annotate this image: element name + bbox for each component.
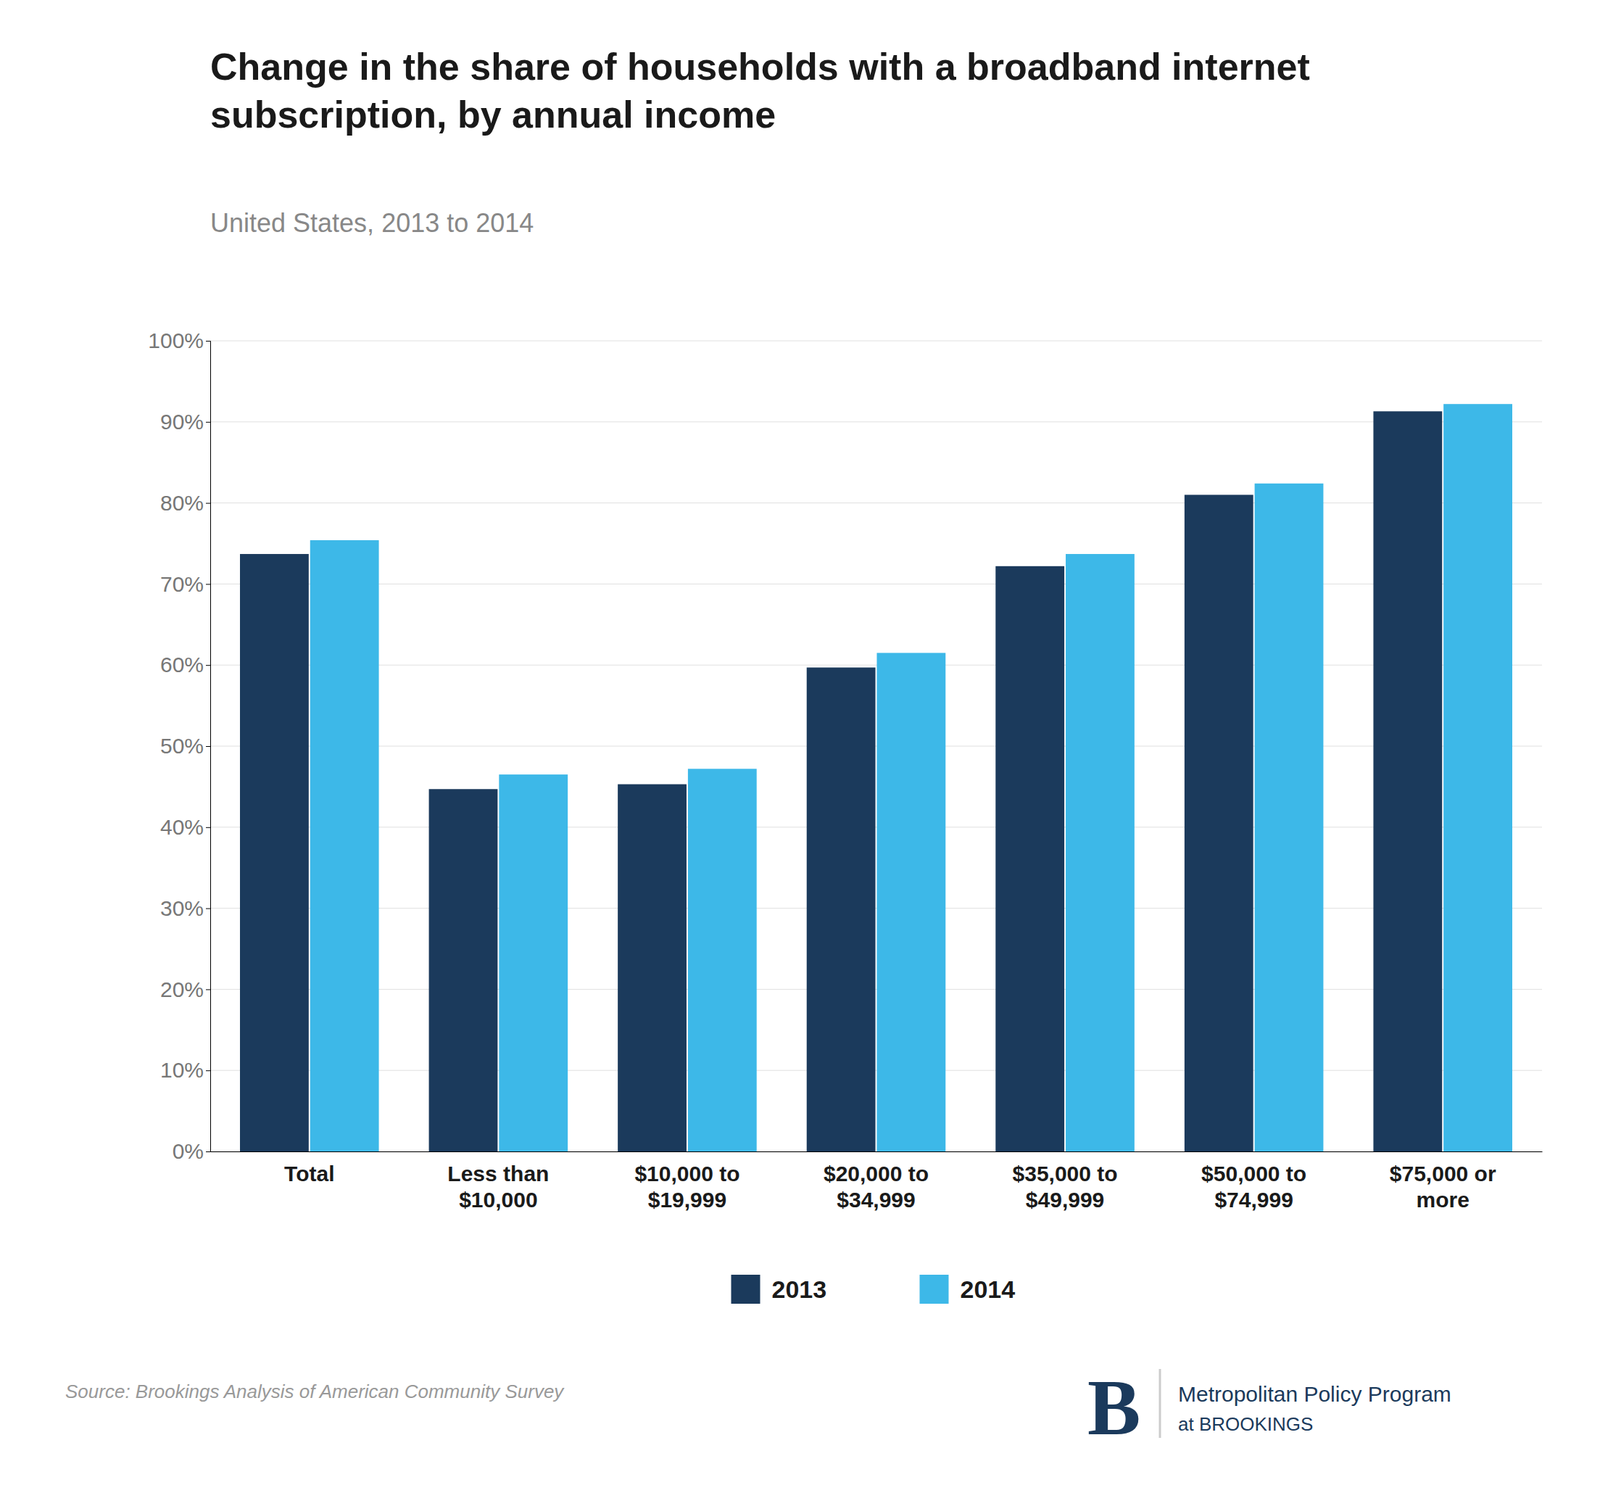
grid-line [210,826,1543,828]
y-tick-label: 60% [160,652,204,677]
y-tick-mark [205,340,211,342]
legend-label: 2013 [772,1275,828,1303]
x-tick-label: $35,000 to$49,999 [1012,1161,1118,1212]
y-tick-label: 90% [160,409,204,434]
y-tick: 60% [160,652,211,677]
y-tick-mark [205,583,211,585]
bar [498,774,568,1152]
bar [1254,483,1324,1152]
bar [687,768,757,1152]
grid-line [210,421,1543,422]
y-tick-label: 30% [160,896,204,920]
grid-line [210,745,1543,747]
logo-divider [1159,1368,1162,1438]
bar-series [310,403,1513,1152]
logo-text: Metropolitan Policy Program [1178,1381,1452,1406]
grid-line [210,988,1543,990]
y-tick-label: 10% [160,1057,204,1082]
x-tick: Less than$10,000 [447,1161,549,1212]
logo-subtext: at BROOKINGS [1178,1412,1313,1435]
legend-swatch [919,1274,949,1304]
bar [806,667,876,1152]
legend-item: 2013 [731,1274,828,1304]
y-tick: 50% [160,733,211,758]
x-tick-label: $75,000 ormore [1389,1161,1497,1212]
legend-item: 2014 [919,1274,1016,1304]
y-tick-mark [205,1070,211,1071]
grid-line [210,1070,1543,1071]
y-tick: 100% [147,328,211,353]
grid [210,340,1543,1152]
x-tick-label: $50,000 to$74,999 [1201,1161,1307,1212]
y-tick-label: 80% [160,490,204,515]
plot-area: 0% 10% 20% 30% 40% 50% 60% 70% 80% 90% 100% Total Le… [147,328,1543,1212]
y-tick-label: 70% [160,571,204,596]
y-tick-label: 100% [147,328,204,353]
chart-root: Change in the share of households with a… [0,0,1600,1485]
subtitle: United States, 2013 to 2014 [210,208,534,238]
bar [310,540,380,1152]
grid-line [210,583,1543,585]
y-tick: 30% [160,896,211,920]
bars [239,403,1513,1152]
legend: 2013 2014 [731,1274,1016,1304]
y-tick: 70% [160,571,211,596]
y-tick-mark [205,664,211,666]
y-tick-mark [205,827,211,828]
axis-domain [205,341,211,1152]
logo-letter: B [1087,1362,1141,1452]
grid-line [210,340,1543,342]
y-tick: 10% [160,1057,211,1082]
y-tick-label: 0% [172,1138,204,1163]
x-tick-label: $10,000 to$19,999 [634,1161,740,1212]
bar [1065,553,1135,1152]
bar [876,652,946,1152]
bar [429,788,499,1152]
x-tick: $10,000 to$19,999 [634,1161,740,1212]
grid-line [210,1151,1543,1152]
bar [617,784,687,1152]
y-tick-mark [205,988,211,990]
x-tick: $35,000 to$49,999 [1012,1161,1118,1212]
y-tick-mark [205,908,211,910]
x-tick: $50,000 to$74,999 [1201,1161,1307,1212]
y-tick: 90% [160,409,211,434]
bar [995,566,1065,1152]
axis-domain [210,1151,1543,1152]
x-tick-label: $20,000 to$34,999 [823,1161,929,1212]
y-tick-label: 50% [160,733,204,758]
y-tick-mark [205,745,211,747]
annotations: Source: Brookings Analysis of American C… [65,1362,1452,1452]
bar [1443,403,1513,1152]
x-tick-label: Total [284,1161,335,1186]
y-axis: 0% 10% 20% 30% 40% 50% 60% 70% 80% 90% 100% [147,328,211,1163]
grid-line [210,664,1543,666]
x-tick: $20,000 to$34,999 [823,1161,929,1212]
grid-line [210,502,1543,504]
bar [1373,411,1442,1152]
bar [1184,494,1254,1152]
y-tick-mark [205,503,211,504]
y-tick-label: 20% [160,977,204,1002]
y-tick: 0% [172,1138,211,1163]
x-axis: Total Less than$10,000 $10,000 to$19,999 $2… [210,1151,1543,1213]
x-tick-label: Less than$10,000 [447,1161,549,1212]
y-tick-mark [205,421,211,423]
source-note: Source: Brookings Analysis of American C… [65,1380,565,1403]
y-tick: 20% [160,977,211,1002]
x-tick: $75,000 ormore [1389,1161,1497,1212]
legend-swatch [731,1274,761,1304]
y-tick-label: 40% [160,814,204,839]
y-tick: 40% [160,814,211,839]
title: Change in the share of households with a… [210,45,1311,136]
y-tick-mark [205,1151,211,1152]
bar-series [239,411,1442,1152]
x-tick: Total [284,1161,335,1186]
grid-line [210,907,1543,909]
y-tick: 80% [160,490,211,515]
bar [239,553,309,1152]
legend-label: 2014 [960,1275,1016,1303]
